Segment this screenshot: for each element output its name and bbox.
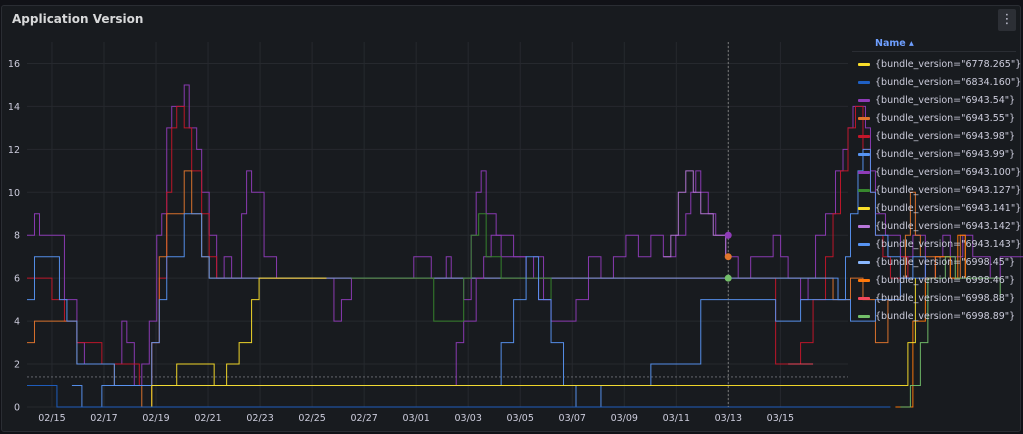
legend-label: {bundle_version="6943.54"}	[875, 94, 1016, 106]
legend-label: {bundle_version="6943.100"}	[875, 166, 1022, 178]
legend-item[interactable]: {bundle_version="6943.98"}	[852, 127, 1016, 145]
legend-swatch	[858, 170, 870, 174]
legend-label: {bundle_version="6998.46"}	[875, 274, 1016, 286]
legend-swatch	[858, 134, 870, 138]
legend-header-label: Name	[875, 38, 906, 49]
x-axis: 02/15 02/17 02/19 02/21 02/23 02/25 02/27 03/01…	[38, 413, 794, 424]
panel-title: Application Version	[12, 12, 144, 26]
legend-swatch	[858, 62, 870, 66]
legend-swatch	[858, 314, 870, 318]
series-line	[27, 148, 926, 387]
legend-label: {bundle_version="6943.142"}	[875, 220, 1022, 232]
legend: Name ▴ {bundle_version="6778.265"} {bundl…	[852, 38, 1021, 428]
series-line	[71, 256, 926, 408]
legend-label: {bundle_version="6998.45"}	[875, 256, 1016, 268]
series-line	[27, 105, 909, 387]
legend-swatch	[858, 98, 870, 102]
cursor-point	[724, 231, 732, 239]
legend-item[interactable]: {bundle_version="6943.141"}	[852, 199, 1021, 217]
y-tick-label: 0	[14, 403, 20, 414]
y-tick-label: 4	[14, 317, 20, 328]
y-tick-label: 12	[8, 145, 20, 156]
legend-swatch	[858, 278, 870, 282]
x-tick-label: 03/07	[559, 413, 586, 424]
y-tick-label: 10	[8, 188, 20, 199]
legend-label: {bundle_version="6778.265"}	[875, 58, 1022, 70]
cursor-point	[724, 274, 732, 282]
legend-item[interactable]: {bundle_version="6943.100"}	[852, 163, 1021, 181]
series-line	[351, 213, 552, 322]
legend-item[interactable]: {bundle_version="6998.89"}	[852, 307, 1016, 325]
legend-label: {bundle_version="6943.55"}	[875, 112, 1016, 124]
x-tick-label: 02/19	[142, 413, 169, 424]
series-line	[151, 277, 327, 387]
legend-label: {bundle_version="6943.143"}	[875, 238, 1022, 250]
x-tick-label: 03/11	[663, 413, 690, 424]
x-tick-label: 03/15	[767, 413, 794, 424]
legend-label: {bundle_version="6943.141"}	[875, 202, 1022, 214]
series-line	[27, 385, 891, 408]
y-tick-label: 14	[8, 102, 20, 113]
legend-item[interactable]: {bundle_version="6834.160"}	[852, 73, 1021, 91]
y-tick-label: 2	[14, 360, 20, 371]
legend-swatch	[858, 206, 870, 210]
legend-label: {bundle_version="6943.98"}	[875, 130, 1016, 142]
y-tick-label: 16	[8, 59, 20, 70]
series-line	[663, 170, 727, 258]
x-tick-label: 02/27	[350, 413, 377, 424]
legend-swatch	[858, 260, 870, 264]
legend-swatch	[858, 224, 870, 228]
chevron-up-icon: ▴	[909, 38, 914, 49]
legend-swatch	[858, 242, 870, 246]
legend-item[interactable]: {bundle_version="6943.55"}	[852, 109, 1016, 127]
chart-series	[27, 84, 1023, 408]
legend-swatch	[858, 152, 870, 156]
legend-label: {bundle_version="6998.89"}	[875, 310, 1016, 322]
legend-label: {bundle_version="6943.99"}	[875, 148, 1016, 160]
more-vertical-icon[interactable]: ⋮	[998, 9, 1016, 31]
legend-swatch	[858, 116, 870, 120]
x-tick-label: 03/05	[507, 413, 534, 424]
x-tick-label: 02/17	[90, 413, 117, 424]
x-tick-label: 03/13	[715, 413, 742, 424]
series-line	[141, 278, 916, 408]
x-tick-label: 03/01	[402, 413, 429, 424]
legend-item[interactable]: {bundle_version="6943.99"}	[852, 145, 1016, 163]
x-tick-label: 02/21	[194, 413, 221, 424]
y-tick-label: 8	[14, 231, 20, 242]
legend-label: {bundle_version="6834.160"}	[875, 76, 1022, 88]
chart-panel: Application Version ⋮	[1, 5, 1021, 432]
legend-item[interactable]: {bundle_version="6943.127"}	[852, 181, 1021, 199]
legend-swatch	[858, 188, 870, 192]
legend-items: {bundle_version="6778.265"} {bundle_versi…	[852, 55, 1021, 325]
legend-item[interactable]: {bundle_version="6778.265"}	[852, 55, 1021, 73]
legend-swatch	[858, 296, 870, 300]
x-tick-label: 02/15	[38, 413, 65, 424]
legend-header[interactable]: Name ▴	[852, 38, 1016, 52]
hover-cursor	[724, 42, 732, 407]
chart-grid	[27, 42, 848, 408]
legend-label: {bundle_version="6943.127"}	[875, 184, 1022, 196]
y-tick-label: 6	[14, 274, 20, 285]
series-line	[27, 170, 966, 408]
y-axis: 0 2 4 6 8 10 12 14 16	[8, 59, 20, 414]
x-tick-label: 02/25	[298, 413, 325, 424]
legend-item[interactable]: {bundle_version="6998.88"}	[852, 289, 1016, 307]
legend-item[interactable]: {bundle_version="6943.54"}	[852, 91, 1016, 109]
legend-item[interactable]: {bundle_version="6943.143"}	[852, 235, 1021, 253]
x-tick-label: 03/03	[454, 413, 481, 424]
cursor-point	[724, 253, 732, 261]
series-line	[27, 84, 1023, 387]
x-tick-label: 03/09	[611, 413, 638, 424]
legend-item[interactable]: {bundle_version="6998.46"}	[852, 271, 1016, 289]
legend-swatch	[858, 80, 870, 84]
legend-label: {bundle_version="6998.88"}	[875, 292, 1016, 304]
x-tick-label: 02/23	[246, 413, 273, 424]
legend-item[interactable]: {bundle_version="6998.45"}	[852, 253, 1016, 271]
series-line	[900, 256, 1001, 408]
legend-item[interactable]: {bundle_version="6943.142"}	[852, 217, 1021, 235]
